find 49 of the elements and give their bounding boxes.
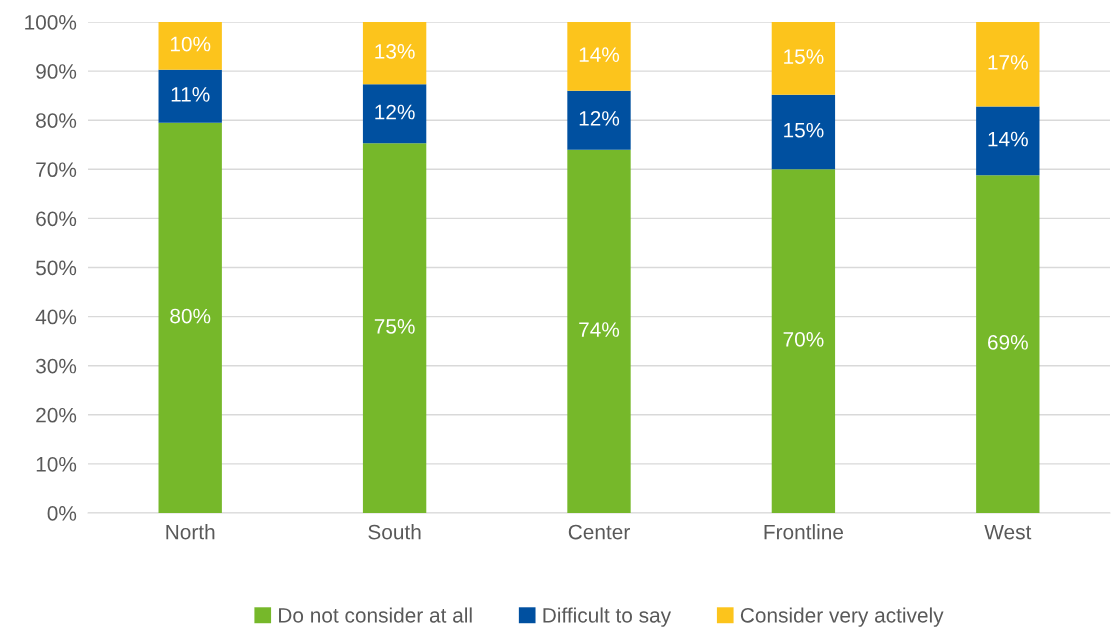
bar xyxy=(567,149,631,513)
data-label: 70% xyxy=(783,331,824,347)
x-tick-label: Frontline xyxy=(764,524,843,540)
bar xyxy=(771,94,836,170)
data-label: 75% xyxy=(374,319,415,334)
x-tick-label: Center xyxy=(568,524,630,540)
bar xyxy=(362,22,427,85)
y-tick-label: 70% xyxy=(36,162,77,178)
data-label: 80% xyxy=(170,308,211,324)
x-tick-label: South xyxy=(368,524,421,540)
legend-label: Do not consider at all xyxy=(279,607,472,623)
bar xyxy=(976,106,1040,176)
bar xyxy=(158,22,222,70)
data-label: 11% xyxy=(171,87,210,102)
bar xyxy=(158,69,222,123)
y-tick-label: 20% xyxy=(36,407,77,423)
data-label: 12% xyxy=(375,104,415,120)
y-tick-label: 60% xyxy=(36,211,77,227)
bar xyxy=(567,90,631,150)
y-tick-label: 90% xyxy=(36,64,77,79)
bar xyxy=(158,122,222,513)
x-tick-label: West xyxy=(984,524,1032,540)
data-label: 69% xyxy=(988,334,1028,350)
data-label: 17% xyxy=(988,55,1028,70)
data-label: 12% xyxy=(579,111,620,126)
data-label: 14% xyxy=(579,47,620,62)
bar xyxy=(976,175,1040,513)
x-tick-label: North xyxy=(166,524,215,540)
y-tick-label: 40% xyxy=(35,309,77,325)
data-label: 74% xyxy=(579,322,620,337)
data-label: 13% xyxy=(375,44,415,59)
data-label: 14% xyxy=(988,131,1028,147)
y-tick-label: 30% xyxy=(35,358,77,374)
bar xyxy=(771,169,836,513)
legend-label: Consider very actively xyxy=(740,607,944,627)
y-tick-label: 100% xyxy=(25,15,77,30)
bar xyxy=(771,22,836,95)
bar xyxy=(362,143,427,513)
y-tick-label: 50% xyxy=(36,260,77,276)
bar xyxy=(976,22,1040,107)
data-label: 15% xyxy=(784,122,824,138)
y-tick-label: 10% xyxy=(36,456,77,472)
data-label: 15% xyxy=(784,49,824,64)
legend-label: Difficult to say xyxy=(543,607,672,627)
y-tick-label: 80% xyxy=(36,113,77,128)
bar xyxy=(567,22,631,91)
y-tick-label: 0% xyxy=(47,506,77,521)
bar xyxy=(362,84,427,144)
data-label: 10% xyxy=(170,36,211,52)
